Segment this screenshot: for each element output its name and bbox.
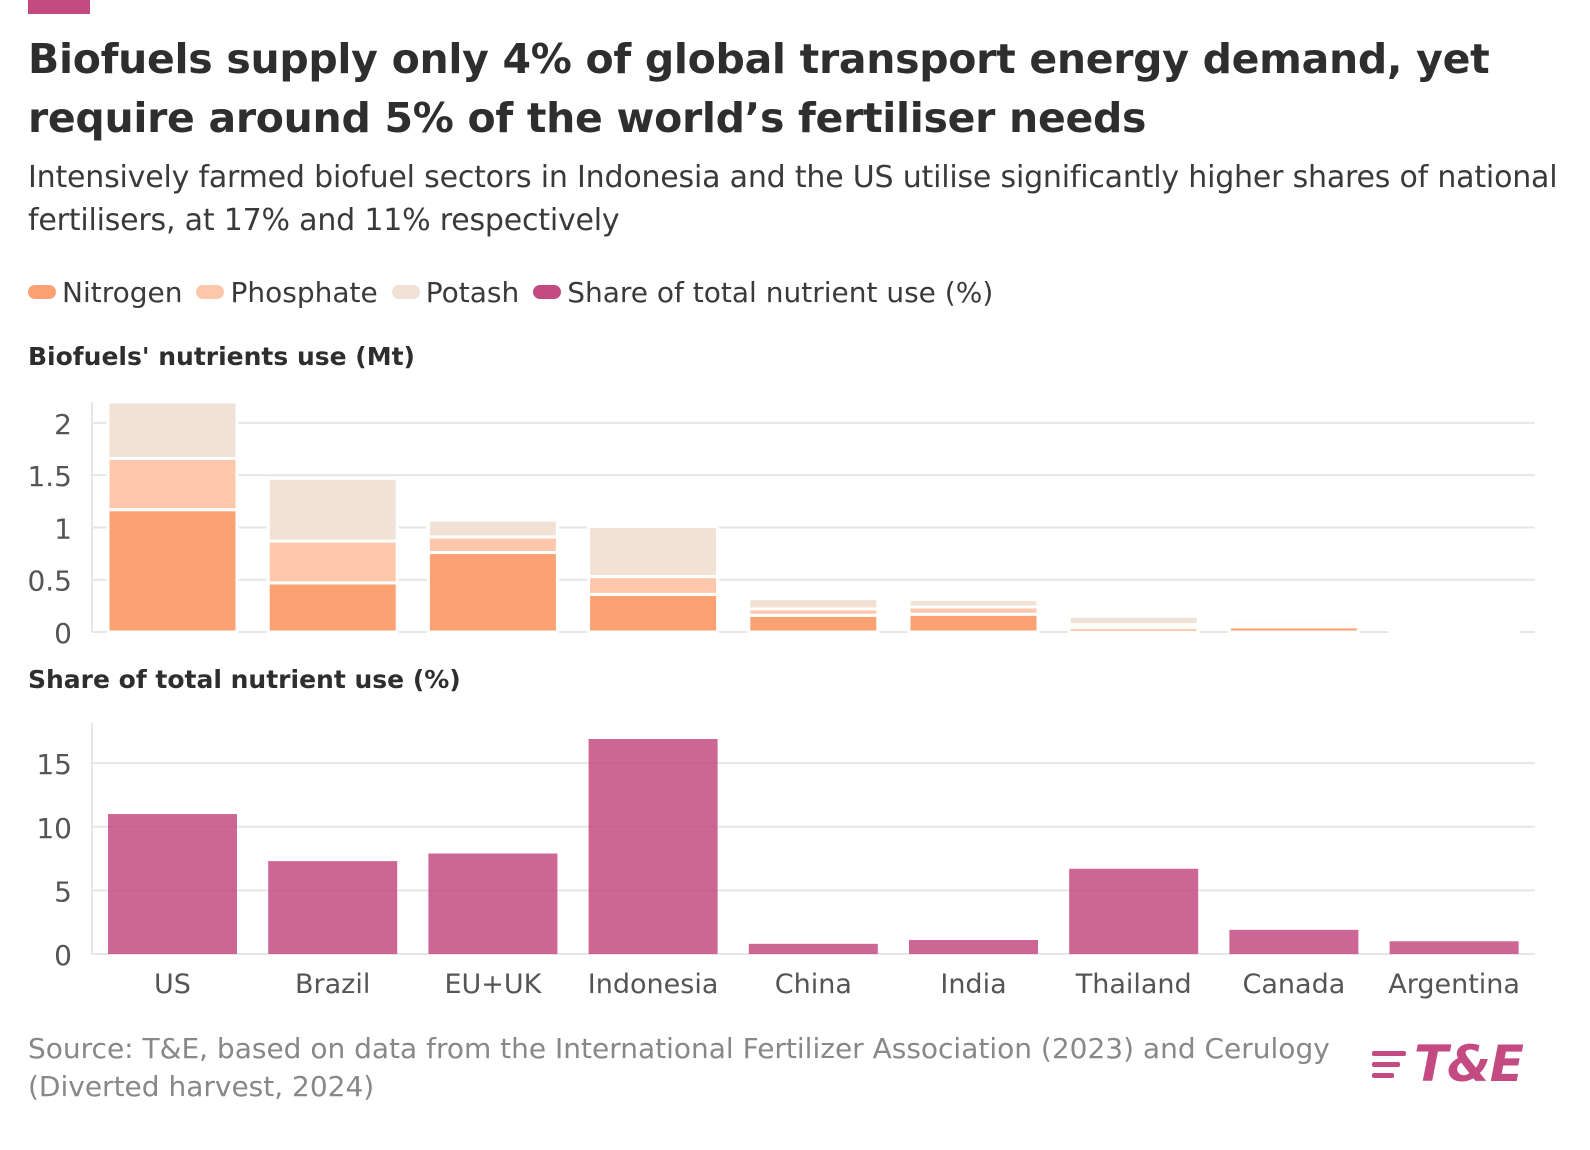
x-tick-label: US [154,969,191,1000]
legend-item-phosphate: Phosphate [196,275,378,309]
legend-label: Phosphate [230,275,378,309]
legend-swatch [391,285,420,299]
bar-china-share-of-total-nutrient-use [748,943,878,954]
bar-eu-uk-potash [426,518,559,539]
bar-argentina-share-of-total-nutrient-use [1389,941,1519,954]
bar-indonesia-phosphate [587,575,720,596]
bar-canada-potash [1227,620,1360,627]
y-tick-label: 1 [54,512,72,545]
legend-swatch [196,285,225,299]
y-tick-label: 1.5 [27,460,72,493]
chart-title: Biofuels supply only 4% of global transp… [28,35,1490,142]
bar-charts: 0 0.5 1 1.5 2 0 5 10 15 US Brazil EU+UK Indonesia Chi… [27,400,1535,1000]
y-tick-label: 10 [36,812,72,845]
x-tick-label: Argentina [1388,969,1520,1000]
legend-label: Nitrogen [62,275,183,309]
bar-us-potash [106,400,239,460]
bar-us-share-of-total-nutrient-use [108,814,237,954]
source-note: Source: T&E, based on data from the Inte… [28,1032,1330,1103]
y-tick-label: 0.5 [27,565,72,598]
bar-china-potash [747,597,880,611]
x-tick-label: Brazil [295,969,370,1000]
bar-argentina-potash [1388,628,1521,632]
x-tick-label: Thailand [1075,969,1192,1000]
accent-bar [28,0,90,14]
legend-label: Potash [425,275,520,309]
y-tick-label: 15 [36,748,72,781]
x-tick-label: India [940,969,1006,1000]
bar-indonesia-nitrogen [587,592,720,634]
x-tick-label: Canada [1243,969,1346,1000]
bar-india-share-of-total-nutrient-use [909,940,1038,954]
bar-eu-uk-nitrogen [426,551,559,634]
legend-item-share: Share of total nutrient use (%) [533,276,993,309]
bar-brazil-potash [266,476,399,543]
x-tick-label: Indonesia [588,969,719,1000]
panel-title-share: Share of total nutrient use (%) [28,665,461,694]
bar-us-nitrogen [106,508,239,634]
bar-brazil-share-of-total-nutrient-use [268,861,398,954]
x-tick-label: China [775,969,852,1000]
bar-canada-share-of-total-nutrient-use [1229,929,1359,954]
bar-eu-uk-share-of-total-nutrient-use [428,853,558,954]
y-tick-label: 0 [54,617,72,650]
bar-brazil-phosphate [266,539,399,585]
bar-indonesia-share-of-total-nutrient-use [588,738,718,954]
legend-label: Share of total nutrient use (%) [567,275,994,309]
chart-subtitle: Intensively farmed biofuel sectors in In… [28,160,1558,238]
bar-eu-uk-phosphate [426,535,559,555]
te-logo: T&E [1372,1035,1544,1093]
bar-indonesia-potash [587,524,720,579]
legend-item-potash: Potash [391,275,520,309]
legend-item-nitrogen: Nitrogen [28,276,182,309]
bar-us-phosphate [106,456,239,512]
bar-india-potash [907,598,1040,609]
bar-india-nitrogen [907,612,1040,634]
bar-thailand-share-of-total-nutrient-use [1069,868,1199,954]
bar-brazil-nitrogen [266,581,399,634]
logo-stripes-icon [1372,1048,1406,1081]
bar-thailand-potash [1067,614,1200,627]
bar-china-nitrogen [747,613,880,634]
logo-text: T&E [1414,1035,1524,1093]
y-tick-label: 0 [54,939,72,972]
legend-swatch [28,285,56,299]
y-tick-label: 5 [54,875,72,908]
panel-title-nutrients: Biofuels' nutrients use (Mt) [28,342,415,371]
x-tick-label: EU+UK [444,969,542,1000]
y-tick-label: 2 [54,408,72,441]
legend-swatch [533,285,562,299]
legend: Nitrogen Phosphate Potash Share of total… [28,272,1007,312]
